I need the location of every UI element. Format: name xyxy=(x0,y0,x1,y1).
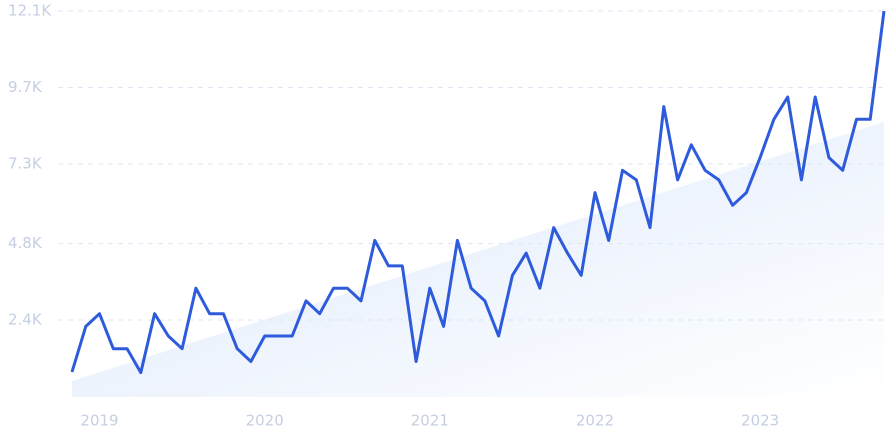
x-tick-label: 2022 xyxy=(576,412,614,430)
y-tick-label: 4.8K xyxy=(8,234,43,252)
y-tick-label: 12.1K xyxy=(8,2,52,20)
x-tick-label: 2019 xyxy=(80,412,118,430)
y-tick-label: 2.4K xyxy=(8,311,43,329)
x-tick-label: 2020 xyxy=(246,412,284,430)
y-tick-label: 9.7K xyxy=(8,78,43,96)
trend-area xyxy=(72,122,884,397)
x-tick-label: 2023 xyxy=(741,412,779,430)
x-tick-label: 2021 xyxy=(411,412,449,430)
y-tick-label: 7.3K xyxy=(8,154,43,172)
line xyxy=(70,10,886,375)
